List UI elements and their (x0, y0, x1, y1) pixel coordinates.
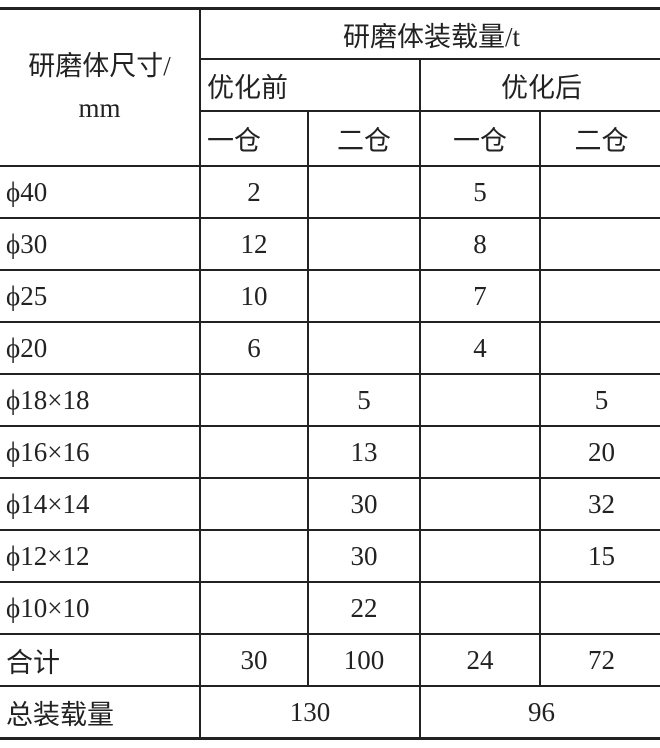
value-cell: 4 (419, 321, 541, 375)
subtotal-cell: 24 (419, 633, 541, 687)
table-row: ϕ12×12 30 15 (0, 529, 660, 583)
value-cell: 5 (419, 165, 541, 219)
subcol-header: 一仓 (419, 110, 541, 167)
size-cell: ϕ30 (0, 217, 201, 271)
table-row: ϕ16×16 13 20 (0, 425, 660, 479)
value-cell: 30 (307, 529, 421, 583)
row-header-unit: mm (78, 92, 121, 123)
subcol-header: 二仓 (538, 110, 660, 167)
subtotal-cell: 100 (307, 633, 421, 687)
value-cell (538, 269, 660, 323)
size-cell: ϕ40 (0, 165, 201, 219)
table-row: ϕ30 12 8 (0, 217, 660, 271)
value-cell (419, 529, 541, 583)
value-cell: 30 (307, 477, 421, 531)
value-cell: 13 (307, 425, 421, 479)
table-row: ϕ25 10 7 (0, 269, 660, 323)
value-cell: 8 (419, 217, 541, 271)
total-cell: 96 (418, 685, 660, 740)
value-cell (538, 165, 660, 219)
table-row: ϕ14×14 30 32 (0, 477, 660, 531)
size-cell: ϕ10×10 (0, 581, 201, 635)
size-cell: ϕ25 (0, 269, 201, 323)
value-cell: 7 (419, 269, 541, 323)
value-cell (419, 581, 541, 635)
total-cell: 130 (199, 685, 421, 740)
value-cell (419, 373, 541, 427)
group-before: 优化前 (200, 58, 421, 112)
value-cell (419, 425, 541, 479)
value-cell: 12 (199, 217, 309, 271)
value-cell: 2 (199, 165, 309, 219)
total-row: 总装载量 130 96 (0, 685, 660, 740)
value-cell (538, 581, 660, 635)
value-cell (307, 165, 421, 219)
size-cell: ϕ18×18 (0, 373, 201, 427)
size-cell: ϕ14×14 (0, 477, 201, 531)
value-cell (199, 581, 309, 635)
table-row: ϕ18×18 5 5 (0, 373, 660, 427)
subcol-header: 一仓 (200, 110, 309, 167)
value-cell: 32 (538, 477, 660, 531)
group-title: 研磨体装载量/t (198, 7, 660, 60)
value-cell: 5 (307, 373, 421, 427)
subtotal-row: 合计 30 100 24 72 (0, 633, 660, 687)
subtotal-label: 合计 (0, 633, 201, 687)
value-cell (419, 477, 541, 531)
value-cell (199, 529, 309, 583)
value-cell (307, 321, 421, 375)
subtotal-cell: 72 (538, 633, 660, 687)
value-cell: 6 (199, 321, 309, 375)
row-header-label: 研磨体尺寸/ (28, 50, 171, 81)
table-row: ϕ40 2 5 (0, 165, 660, 219)
value-cell: 20 (538, 425, 660, 479)
table-row: ϕ20 6 4 (0, 321, 660, 375)
grinding-media-table: 研磨体尺寸/mm 研磨体装载量/t 优化前 优化后 一仓 二仓 一仓 二仓 ϕ4… (0, 7, 660, 740)
group-after: 优化后 (418, 58, 660, 112)
value-cell (538, 217, 660, 271)
subtotal-cell: 30 (199, 633, 309, 687)
value-cell: 10 (199, 269, 309, 323)
value-cell: 22 (307, 581, 421, 635)
size-cell: ϕ12×12 (0, 529, 201, 583)
value-cell: 15 (538, 529, 660, 583)
subcol-header: 二仓 (307, 110, 421, 167)
table-row: ϕ10×10 22 (0, 581, 660, 635)
value-cell (538, 321, 660, 375)
total-label: 总装载量 (0, 685, 201, 740)
value-cell (307, 269, 421, 323)
size-cell: ϕ16×16 (0, 425, 201, 479)
size-cell: ϕ20 (0, 321, 201, 375)
row-header: 研磨体尺寸/mm (0, 7, 201, 167)
value-cell (199, 477, 309, 531)
value-cell (199, 373, 309, 427)
value-cell (199, 425, 309, 479)
value-cell (307, 217, 421, 271)
value-cell: 5 (538, 373, 660, 427)
